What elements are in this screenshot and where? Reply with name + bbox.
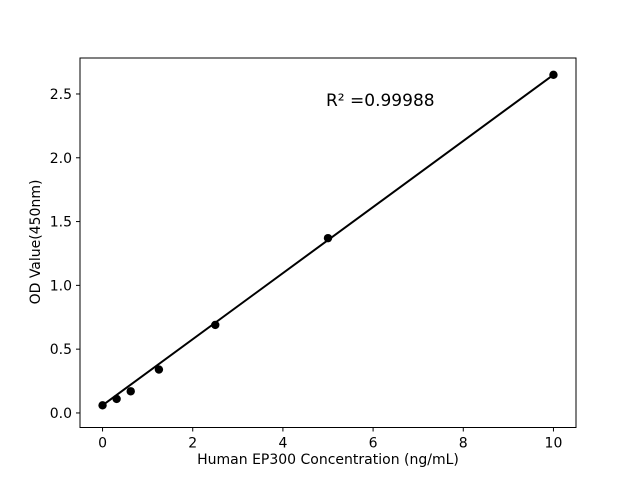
axes-spines — [79, 57, 577, 428]
x-axis-label: Human EP300 Concentration (ng/mL) — [197, 452, 459, 468]
y-tick-label: 1.0 — [50, 278, 72, 294]
y-tick-label: 0.0 — [50, 406, 72, 422]
data-point — [126, 387, 135, 396]
x-tick-label: 0 — [98, 436, 107, 452]
x-tick-label: 6 — [369, 436, 378, 452]
data-point — [211, 320, 220, 330]
y-tick-label: 0.5 — [50, 342, 72, 358]
data-point — [98, 401, 107, 410]
y-axis-label: OD Value(450nm) — [28, 179, 44, 305]
data-point — [549, 70, 558, 80]
y-tick-label: 1.5 — [50, 215, 72, 231]
r-squared-annotation: R² =0.99988 — [326, 91, 435, 111]
data-point — [323, 233, 333, 243]
x-tick-label: 8 — [459, 436, 468, 452]
x-tick-label: 10 — [545, 436, 563, 452]
x-tick-label: 4 — [278, 436, 287, 452]
y-tick-label: 2.0 — [50, 151, 72, 167]
data-point — [112, 394, 121, 404]
data-point — [154, 365, 164, 374]
x-tick-label: 2 — [188, 436, 197, 452]
y-tick-label: 2.5 — [50, 87, 72, 103]
